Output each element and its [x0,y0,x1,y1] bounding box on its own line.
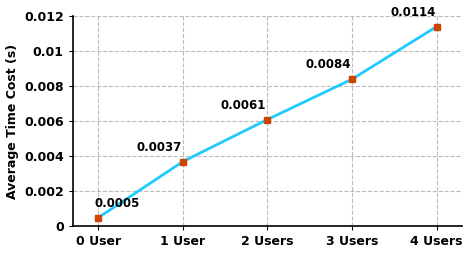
Text: 0.0084: 0.0084 [306,58,351,71]
Text: 0.0037: 0.0037 [136,141,181,154]
Y-axis label: Average Time Cost (s): Average Time Cost (s) [6,44,18,199]
Text: 0.0061: 0.0061 [221,99,266,112]
Text: 0.0005: 0.0005 [94,197,140,210]
Text: 0.0114: 0.0114 [390,6,435,19]
